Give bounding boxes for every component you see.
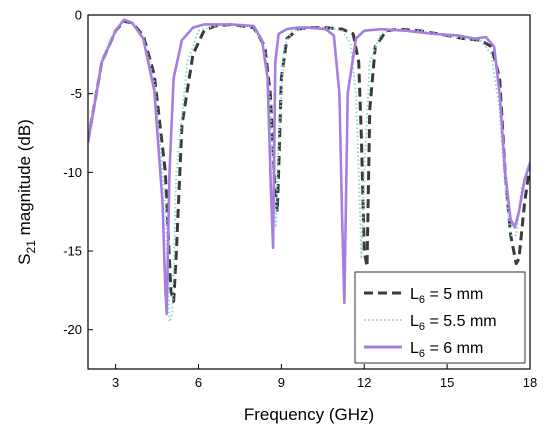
legend-label-1-main: L [410, 313, 419, 330]
x-tick-label-5: 18 [523, 375, 537, 390]
legend-label-1-sub: 6 [419, 321, 425, 333]
x-tick-label-2: 9 [278, 375, 285, 390]
x-axis-title: Frequency (GHz) [244, 405, 374, 424]
legend: L6 = 5 mm L6 = 5.5 mm L6 = 6 mm [354, 271, 526, 364]
legend-label-2: L6 = 6 mm [410, 340, 483, 360]
plot-frame [87, 14, 531, 370]
y-tick-label-2: -10 [63, 165, 82, 180]
x-tick-label-0: 3 [112, 375, 119, 390]
series-line-0 [88, 19, 530, 303]
legend-label-2-main: L [410, 340, 419, 357]
x-tick-label-1: 6 [195, 375, 202, 390]
y-tick-label-3: -15 [63, 244, 82, 259]
axes-layer: 3 6 9 12 15 18 0 -5 -10 -15 -20 [63, 8, 537, 391]
y-axis-title-sub: 21 [24, 240, 38, 254]
x-tick-label-4: 15 [440, 375, 454, 390]
y-tick-label-0: 0 [75, 8, 82, 23]
legend-label-1: L6 = 5.5 mm [410, 313, 497, 333]
y-axis-title-main: S [15, 253, 34, 264]
y-axis-title: S21 magnitude (dB) [15, 119, 38, 265]
y-tick-label-1: -5 [70, 86, 82, 101]
legend-label-0-rest: = 5 mm [425, 286, 483, 303]
y-tick-label-4: -20 [63, 322, 82, 337]
legend-label-0-main: L [410, 286, 419, 303]
legend-label-2-sub: 6 [419, 348, 425, 360]
legend-label-0: L6 = 5 mm [410, 286, 483, 306]
legend-label-1-rest: = 5.5 mm [425, 313, 497, 330]
legend-label-0-sub: 6 [419, 294, 425, 306]
series-layer [88, 18, 530, 323]
x-tick-label-3: 12 [357, 375, 371, 390]
series-line-2 [88, 18, 530, 316]
y-axis-title-rest: magnitude (dB) [15, 119, 34, 240]
legend-label-2-rest: = 6 mm [425, 340, 483, 357]
